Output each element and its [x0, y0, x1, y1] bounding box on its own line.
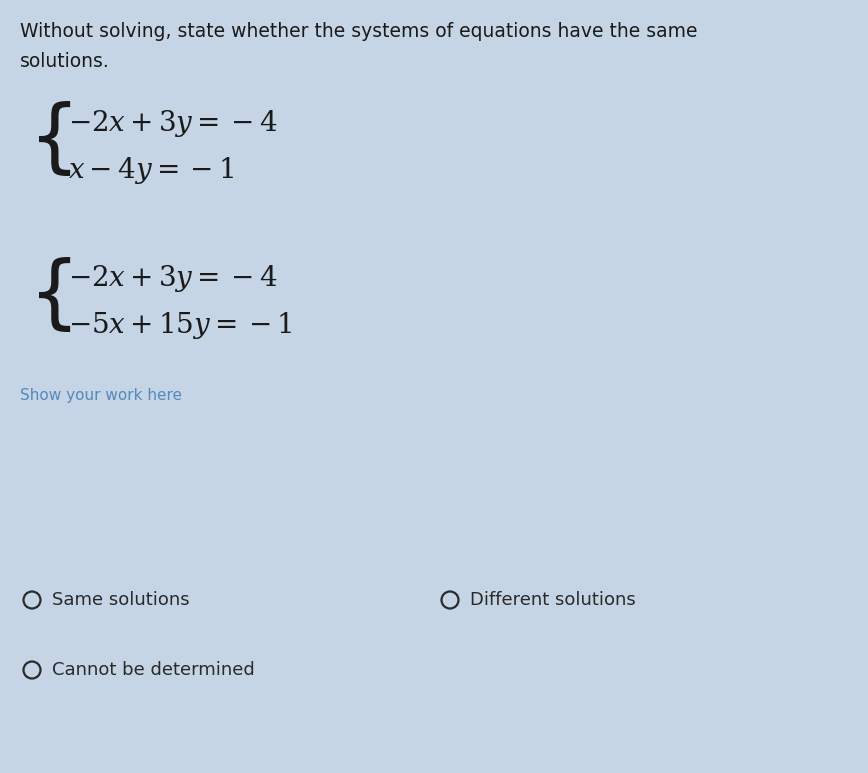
Text: Without solving, state whether the systems of equations have the same: Without solving, state whether the syste… — [20, 22, 698, 41]
Text: $\{$: $\{$ — [28, 256, 71, 335]
Text: $\{$: $\{$ — [28, 100, 71, 179]
Text: Show your work here: Show your work here — [20, 388, 182, 403]
Text: solutions.: solutions. — [20, 52, 109, 71]
Text: $-2x + 3y = -4$: $-2x + 3y = -4$ — [68, 263, 278, 294]
Text: $-2x + 3y = -4$: $-2x + 3y = -4$ — [68, 108, 278, 139]
Text: Cannot be determined: Cannot be determined — [52, 661, 254, 679]
Text: $-5x + 15y = -1$: $-5x + 15y = -1$ — [68, 310, 293, 341]
Text: Same solutions: Same solutions — [52, 591, 189, 609]
Text: Different solutions: Different solutions — [470, 591, 635, 609]
Text: $x - 4y = -1$: $x - 4y = -1$ — [68, 155, 234, 186]
